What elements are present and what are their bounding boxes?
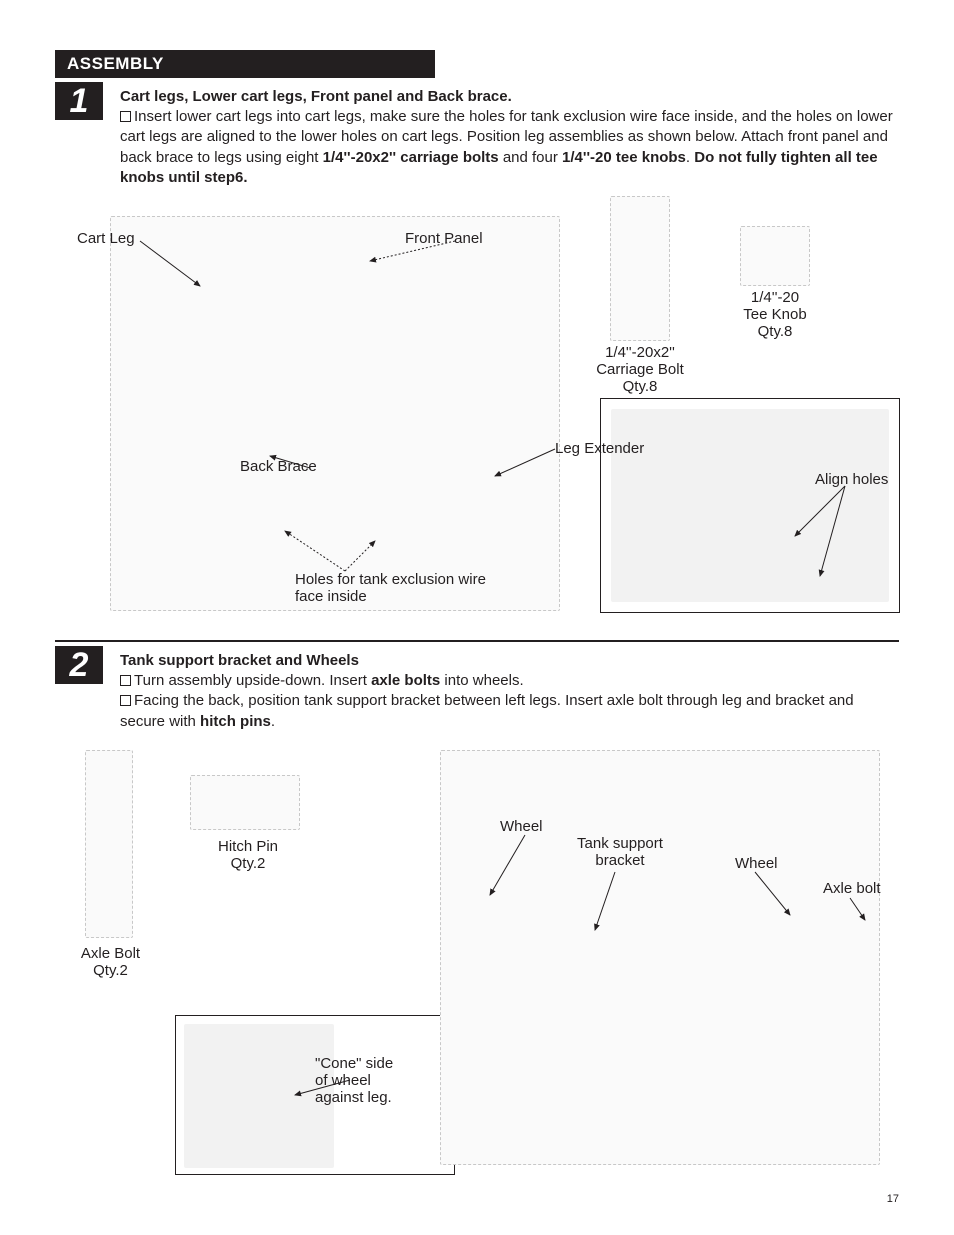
label-axle-bolt: Axle Bolt Qty.2	[73, 945, 148, 979]
label-holes-inside: Holes for tank exclusion wire face insid…	[295, 571, 486, 605]
step2-line2b: .	[271, 713, 275, 730]
label-cart-leg: Cart Leg	[77, 230, 135, 247]
step1-mid: and four	[499, 149, 562, 166]
checkbox-icon	[120, 695, 131, 706]
tee-knob-figure	[740, 226, 810, 286]
step2-line1b: into wheels.	[440, 672, 523, 689]
step-1-number: 1	[55, 82, 103, 120]
label-tank-support: Tank support bracket	[570, 835, 670, 869]
step2-line1a: Turn assembly upside-down. Insert	[134, 672, 371, 689]
label-wheel-left: Wheel	[500, 818, 543, 835]
step-2: 2 Tank support bracket and Wheels Turn a…	[55, 652, 899, 732]
hitch-pin-figure	[190, 775, 300, 830]
label-tee-knob-l2: Tee Knob	[743, 306, 806, 323]
label-cone-l2: of wheel	[315, 1072, 371, 1089]
label-cone-l1: "Cone" side	[315, 1055, 393, 1072]
label-hitch-pin: Hitch Pin Qty.2	[213, 838, 283, 872]
label-leg-extender: Leg Extender	[555, 440, 644, 457]
step2-line2bold: hitch pins	[200, 713, 271, 730]
step1-bold1: 1/4''-20x2'' carriage bolts	[323, 149, 499, 166]
label-back-brace: Back Brace	[240, 458, 317, 475]
label-carriage-bolt: 1/4''-20x2'' Carriage Bolt Qty.8	[580, 344, 700, 395]
label-holes-l2: face inside	[295, 588, 367, 605]
cart-assembly-figure	[110, 216, 560, 611]
step-1-body: Insert lower cart legs into cart legs, m…	[120, 107, 899, 188]
carriage-bolt-figure	[610, 196, 670, 341]
label-axle-bolt-l1: Axle Bolt	[81, 945, 140, 962]
label-axle-bolt-l2: Qty.2	[93, 962, 128, 979]
label-wheel-right: Wheel	[735, 855, 778, 872]
label-tee-knob-l3: Qty.8	[758, 323, 793, 340]
inverted-assembly-figure	[440, 750, 880, 1165]
label-front-panel: Front Panel	[405, 230, 483, 247]
label-tank-support-l1: Tank support	[577, 835, 663, 852]
align-holes-figure	[611, 409, 889, 602]
step-1-title: Cart legs, Lower cart legs, Front panel …	[120, 88, 899, 105]
label-tank-support-l2: bracket	[595, 852, 644, 869]
label-hitch-pin-l2: Qty.2	[231, 855, 266, 872]
label-align-holes: Align holes	[815, 471, 888, 488]
step-2-title: Tank support bracket and Wheels	[120, 652, 899, 669]
label-tee-knob-l1: 1/4''-20	[751, 289, 799, 306]
label-cone-l3: against leg.	[315, 1089, 392, 1106]
step1-period: .	[686, 149, 694, 166]
label-cone-side: "Cone" side of wheel against leg.	[315, 1055, 393, 1106]
checkbox-icon	[120, 111, 131, 122]
step-1: 1 Cart legs, Lower cart legs, Front pane…	[55, 88, 899, 188]
detail-inset	[600, 398, 900, 613]
step-2-body: Turn assembly upside-down. Insert axle b…	[120, 671, 899, 732]
label-tee-knob: 1/4''-20 Tee Knob Qty.8	[735, 289, 815, 340]
label-holes-l1: Holes for tank exclusion wire	[295, 571, 486, 588]
section-header: ASSEMBLY	[55, 50, 435, 78]
step-1-diagram: Cart Leg Front Panel 1/4''-20x2'' Carria…	[55, 196, 899, 626]
label-carriage-bolt-l1: 1/4''-20x2''	[605, 344, 675, 361]
label-carriage-bolt-l2: Carriage Bolt	[596, 361, 684, 378]
label-axle-bolt-right: Axle bolt	[823, 880, 881, 897]
axle-bolt-figure	[85, 750, 133, 938]
step-2-diagram: Axle Bolt Qty.2 Hitch Pin Qty.2 "Cone" s…	[55, 740, 899, 1180]
page-number: 17	[887, 1193, 899, 1205]
step-2-number: 2	[55, 646, 103, 684]
step-divider	[55, 640, 899, 642]
label-hitch-pin-l1: Hitch Pin	[218, 838, 278, 855]
step2-line1bold: axle bolts	[371, 672, 440, 689]
wheel-detail-figure	[184, 1024, 334, 1168]
label-carriage-bolt-l3: Qty.8	[623, 378, 658, 395]
step1-bold2: 1/4''-20 tee knobs	[562, 149, 686, 166]
checkbox-icon	[120, 675, 131, 686]
